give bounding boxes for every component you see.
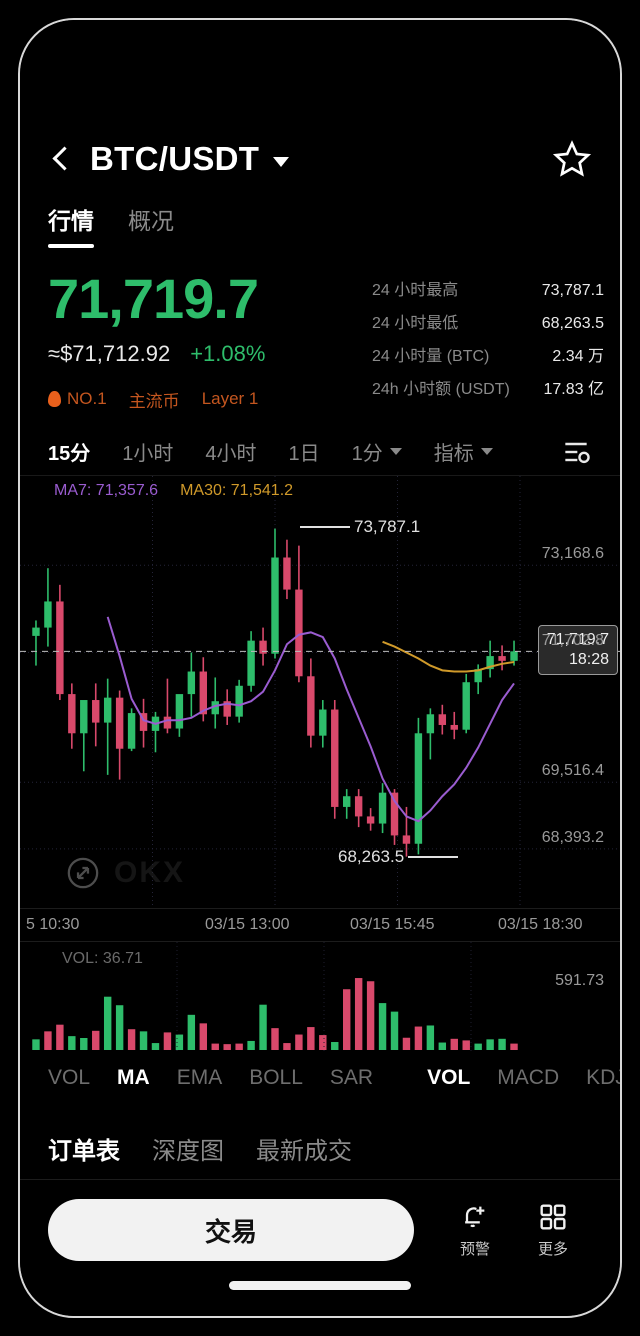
indicator-vol-sub[interactable]: VOL xyxy=(427,1066,471,1089)
time-axis-tick: 03/15 15:45 xyxy=(350,916,435,933)
indicator-vol-main[interactable]: VOL xyxy=(48,1066,91,1089)
indicator-ema[interactable]: EMA xyxy=(176,1066,223,1089)
stat-label: 24h 小时额 (USDT) xyxy=(372,381,510,398)
time-axis-tick: 03/15 13:00 xyxy=(205,916,290,933)
timeframe-label: 4小时 xyxy=(205,443,257,465)
stat-label: 24 小时量 (BTC) xyxy=(372,348,490,365)
app-screen: BTC/USDT 行情 概况 71,719.7 ≈$71,712.92 +1.0… xyxy=(20,20,620,1316)
high-annotation: 73,787.1 xyxy=(300,517,420,537)
price-usd-equivalent: ≈$71,712.92 xyxy=(48,340,171,366)
indicator-bar: VOL MA EMA BOLL SAR VOL MACD KDJ BOLL xyxy=(20,1056,620,1100)
tab-orderbook[interactable]: 订单表 xyxy=(48,1138,120,1165)
volume-legend: VOL: 36.71 xyxy=(62,950,143,967)
chevron-down-icon xyxy=(480,448,493,455)
timeframe-label: 1日 xyxy=(288,443,320,465)
timeframe-1d[interactable]: 1日 xyxy=(289,437,320,466)
volume-chart[interactable]: VOL: 36.71 591.73 xyxy=(20,942,620,1054)
tag-rank-label: NO.1 xyxy=(67,389,107,409)
stat-value: 17.83 亿 xyxy=(543,381,605,398)
ma7-legend: MA7: 71,357.6 xyxy=(54,482,159,499)
timeframe-15m[interactable]: 15分 xyxy=(48,437,90,466)
tag-rank[interactable]: NO.1 xyxy=(48,389,107,409)
volume-plot xyxy=(32,942,518,1054)
chart-watermark: OKX xyxy=(66,856,185,890)
stat-row: 24 小时最低 68,263.5 xyxy=(372,309,604,333)
timeframe-bar: 15分 1小时 4小时 1日 1分 指标 xyxy=(20,428,620,476)
tab-market[interactable]: 行情 xyxy=(48,202,94,248)
indicator-label: 指标 xyxy=(433,443,474,465)
stat-row: 24h 小时额 (USDT) 17.83 亿 xyxy=(372,375,604,399)
timeframe-label: 1分 xyxy=(351,443,383,465)
stats-panel: 24 小时最高 73,787.1 24 小时最低 68,263.5 24 小时量… xyxy=(372,276,604,408)
back-icon[interactable] xyxy=(48,146,74,172)
tab-overview[interactable]: 概况 xyxy=(128,208,174,234)
high-annotation-label: 73,787.1 xyxy=(354,516,421,536)
current-price-time: 18:28 xyxy=(568,651,609,669)
low-annotation-label: 68,263.5 xyxy=(338,846,405,866)
timeframe-more-dropdown[interactable]: 1分 xyxy=(352,437,402,466)
annotation-line xyxy=(408,855,459,858)
page-title: BTC/USDT xyxy=(90,140,260,177)
action-bar: 交易 预警 更多 xyxy=(20,1184,620,1276)
indicator-macd[interactable]: MACD xyxy=(497,1066,560,1089)
tag-layer1[interactable]: Layer 1 xyxy=(201,389,259,409)
indicator-kdj[interactable]: KDJ xyxy=(586,1066,620,1089)
flame-icon xyxy=(48,391,61,408)
stat-row: 24 小时最高 73,787.1 xyxy=(372,276,604,300)
price-plot xyxy=(20,476,620,908)
indicator-sar[interactable]: SAR xyxy=(329,1066,374,1089)
home-indicator xyxy=(229,1281,411,1290)
token-tags: NO.1 主流币 Layer 1 xyxy=(48,387,368,412)
more-label: 更多 xyxy=(537,1241,568,1258)
okx-logo: OKX xyxy=(114,856,186,889)
stat-value: 68,263.5 xyxy=(541,315,604,332)
timeframe-1h[interactable]: 1小时 xyxy=(122,437,173,466)
time-axis-tick: 03/15 18:30 xyxy=(498,916,583,933)
low-annotation: 68,263.5 xyxy=(338,846,459,867)
candlestick-chart[interactable]: MA7: 71,357.6 MA30: 71,541.2 73,168.6 71,… xyxy=(20,476,620,908)
phone-frame: BTC/USDT 行情 概况 71,719.7 ≈$71,712.92 +1.0… xyxy=(18,18,622,1318)
indicator-boll[interactable]: BOLL xyxy=(249,1066,303,1089)
chevron-down-icon[interactable] xyxy=(273,157,290,167)
tab-trades[interactable]: 最新成交 xyxy=(256,1138,352,1165)
timeframe-4h[interactable]: 4小时 xyxy=(205,437,256,466)
bell-plus-icon xyxy=(458,1201,492,1233)
stat-label: 24 小时最低 xyxy=(372,315,459,332)
timeframe-label: 1小时 xyxy=(122,443,174,465)
grid-icon xyxy=(536,1201,570,1233)
price-change-percent: +1.08% xyxy=(190,340,266,366)
tag-mainstream[interactable]: 主流币 xyxy=(128,391,180,411)
stat-label: 24 小时最高 xyxy=(372,282,459,299)
expand-icon[interactable] xyxy=(66,856,100,890)
volume-max-label: 591.73 xyxy=(555,972,604,989)
stat-value: 73,787.1 xyxy=(541,282,604,299)
alert-button[interactable]: 预警 xyxy=(458,1201,492,1259)
timeframe-label: 15分 xyxy=(48,443,91,465)
trade-button[interactable]: 交易 xyxy=(48,1199,414,1261)
time-axis-tick: 5 10:30 xyxy=(26,916,80,933)
indicator-ma[interactable]: MA xyxy=(117,1066,150,1089)
ma30-legend: MA30: 71,541.2 xyxy=(180,482,294,499)
current-price-marker: 71,719.7 18:28 xyxy=(537,625,618,676)
book-tabs: 订单表 深度图 最新成交 xyxy=(20,1118,620,1180)
stat-row: 24 小时量 (BTC) 2.34 万 xyxy=(372,342,604,366)
star-icon[interactable] xyxy=(552,139,592,179)
indicator-dropdown[interactable]: 指标 xyxy=(434,437,493,466)
alert-label: 预警 xyxy=(459,1241,490,1258)
stat-value: 2.34 万 xyxy=(552,348,604,365)
ma-legend: MA7: 71,357.6 MA30: 71,541.2 xyxy=(54,482,293,500)
tab-depth[interactable]: 深度图 xyxy=(152,1138,224,1165)
chevron-down-icon xyxy=(389,448,402,455)
last-price: 71,719.7 xyxy=(48,267,259,330)
section-tabs: 行情 概况 xyxy=(20,202,620,260)
annotation-line xyxy=(300,525,350,528)
more-button[interactable]: 更多 xyxy=(536,1201,570,1259)
chart-settings-icon[interactable] xyxy=(560,437,592,467)
price-block: 71,719.7 ≈$71,712.92 +1.08% NO.1 主流币 Lay… xyxy=(48,267,368,412)
current-price-value: 71,719.7 xyxy=(546,631,609,649)
time-axis: 5 10:30 03/15 13:00 03/15 15:45 03/15 18:30 xyxy=(20,908,620,942)
app-header: BTC/USDT xyxy=(20,126,620,192)
